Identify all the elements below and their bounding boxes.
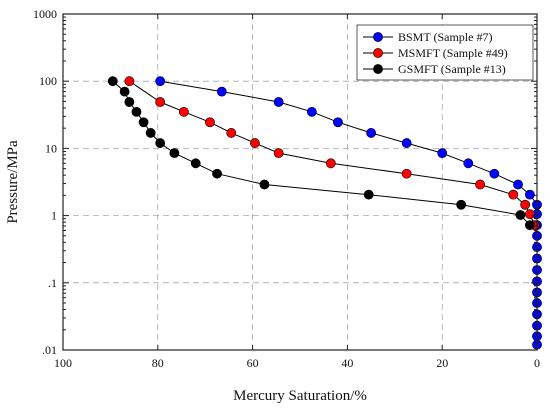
data-point <box>273 148 284 159</box>
data-point <box>401 138 412 148</box>
plot-frame <box>62 13 538 351</box>
data-point <box>475 179 486 190</box>
x-axis-title: Mercury Saturation/% <box>233 388 367 404</box>
data-point <box>212 168 222 179</box>
x-tick-label: 80 <box>152 356 164 370</box>
y-axis-title: Pressure/MPa <box>5 140 21 224</box>
data-point <box>226 128 237 138</box>
data-point <box>489 168 500 179</box>
tick-label-layer: 100 80 60 40 20 0 .01 .1 1 10 100 1000 <box>33 7 540 370</box>
data-point <box>520 199 531 210</box>
data-point <box>437 148 448 159</box>
series-line <box>129 80 536 226</box>
data-point <box>131 106 142 117</box>
x-tick-label: 40 <box>341 356 353 370</box>
legend-label: BSMT (Sample #7) <box>398 30 492 44</box>
data-point <box>155 76 166 87</box>
y-tick-label: 1 <box>51 209 57 223</box>
data-point <box>155 97 166 107</box>
data-point <box>273 97 284 107</box>
x-tick-label: 60 <box>247 356 259 370</box>
y-tick-label: 100 <box>39 74 57 88</box>
data-point <box>145 128 156 138</box>
data-point <box>524 220 535 231</box>
data-point <box>363 189 374 200</box>
x-tick-label: 0 <box>534 356 540 370</box>
data-point <box>205 117 215 128</box>
legend-marker <box>373 48 383 58</box>
legend-label: MSMFT (Sample #49) <box>398 46 508 60</box>
y-tick-label: 10 <box>45 141 57 155</box>
x-tick-label: 100 <box>54 356 72 370</box>
data-point <box>216 86 227 97</box>
data-point <box>306 106 317 117</box>
data-point <box>513 179 523 190</box>
legend: BSMT (Sample #7) MSMFT (Sample #49) GSMFT … <box>356 24 534 81</box>
data-point <box>508 189 519 200</box>
data-point <box>190 158 201 169</box>
data-point <box>124 97 135 107</box>
y-tick-label: .01 <box>42 343 57 357</box>
series-0 <box>155 76 542 350</box>
data-point <box>524 209 535 220</box>
legend-marker <box>373 32 383 42</box>
data-point <box>401 168 412 179</box>
y-tick-label: .1 <box>48 276 57 290</box>
data-point <box>259 179 270 190</box>
legend-marker <box>373 64 383 74</box>
data-point <box>169 148 180 159</box>
data-point <box>524 189 535 200</box>
data-point <box>515 210 526 220</box>
series-2 <box>107 76 535 231</box>
data-point <box>178 106 189 117</box>
data-point <box>463 158 474 169</box>
data-point <box>325 158 336 169</box>
legend-label: GSMFT (Sample #13) <box>398 62 506 76</box>
data-point <box>119 86 130 97</box>
data-point <box>124 76 135 87</box>
data-point <box>138 117 149 128</box>
series-line <box>160 80 538 345</box>
data-point <box>456 199 467 210</box>
tick-layer <box>62 13 538 351</box>
data-point <box>333 117 343 128</box>
y-tick-label: 1000 <box>33 7 57 21</box>
data-point <box>107 76 118 87</box>
data-point <box>250 138 260 148</box>
x-tick-label: 20 <box>436 356 448 370</box>
series-1 <box>124 76 540 231</box>
legend-box <box>356 24 534 81</box>
data-point <box>366 128 376 138</box>
series-layer <box>107 76 542 350</box>
data-point <box>155 138 166 148</box>
